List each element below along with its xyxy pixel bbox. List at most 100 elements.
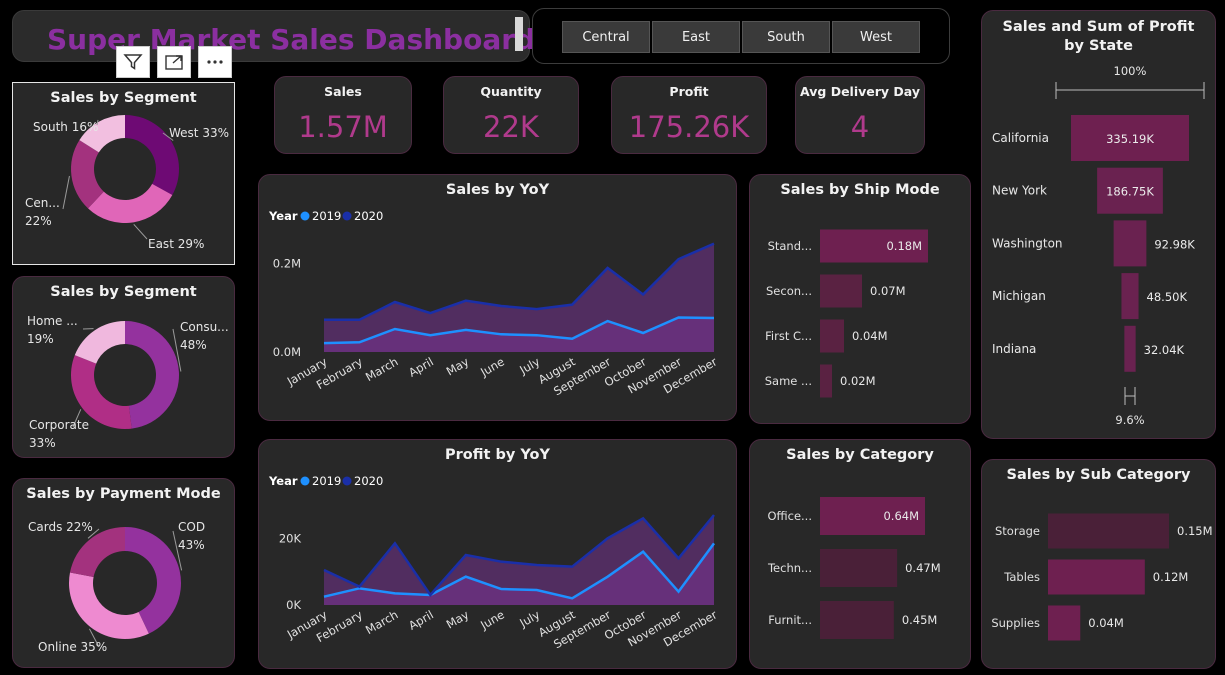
leader-line (62, 175, 70, 210)
bar-category-label: Office... (767, 509, 812, 523)
kpi-label: Profit (669, 84, 709, 99)
bar-value-label: 0.12M (1153, 570, 1189, 584)
sales-yoy-card[interactable]: Sales by YoY Year 2019 2020 0.0M 0.2M January… (258, 174, 737, 421)
slice-label: South 16% (33, 120, 98, 134)
title-box: Super Market Sales Dashboard (12, 10, 535, 62)
legend-marker (342, 476, 352, 486)
sub-category-card[interactable]: Sales by Sub Category Storage 0.15M Tables… (981, 459, 1216, 669)
area-fill-2019 (324, 543, 714, 605)
region-slicer: Central East South West (532, 8, 950, 64)
kpi-value: 22K (483, 110, 539, 144)
slicer-option-central[interactable]: Central (562, 21, 650, 53)
focus-mode-icon (165, 55, 183, 70)
title-scroll-handle[interactable] (515, 17, 523, 51)
region-donut-chart: West 33% East 29% Cen... 22% South 16% (25, 115, 229, 251)
leader-line (72, 409, 82, 428)
payment-donut-card[interactable]: Sales by Payment Mode COD 43% Online 35% Ca… (12, 478, 235, 668)
chart-title: Sales by Category (786, 447, 934, 463)
legend-label: 2019 (312, 474, 341, 488)
slice-label: 22% (25, 214, 52, 228)
region-donut-card[interactable]: Sales by Segment West 33% East 29% Cen... 2… (12, 82, 235, 265)
funnel-bar (1121, 273, 1139, 320)
legend-label: 2020 (354, 209, 383, 223)
bar-value-label: 0.04M (852, 329, 888, 343)
leader-line (96, 119, 99, 126)
filter-button[interactable] (116, 46, 150, 78)
slicer-option-east[interactable]: East (652, 21, 740, 53)
chart-title: Sales by Segment (50, 90, 197, 106)
x-tick-label: April (406, 354, 436, 379)
bar (820, 319, 844, 353)
slice-label: Consu... (180, 320, 229, 334)
leader-line (87, 528, 100, 539)
bar (1048, 559, 1145, 595)
slice-label: 33% (29, 436, 56, 450)
filter-icon (123, 54, 143, 70)
legend-marker (300, 211, 310, 221)
kpi-quantity-card: Quantity 22K (443, 76, 579, 154)
category-chart: Office... 0.64M Techn... 0.47M Furnit... 0.45… (767, 497, 941, 639)
x-tick-label: June (477, 607, 507, 632)
bar-value-label: 0.15M (1177, 524, 1213, 538)
chart-title: Sales by Ship Mode (780, 182, 940, 198)
funnel-value-label: 335.19K (1106, 132, 1154, 146)
bar (820, 549, 898, 587)
bar (1048, 513, 1169, 549)
sub-category-chart: Storage 0.15M Tables 0.12M Supplies 0.04M (991, 513, 1213, 641)
leader-line (89, 628, 100, 648)
leader-line (172, 530, 183, 571)
legend-label: 2019 (312, 209, 341, 223)
funnel-bottom-label: 9.6% (1115, 413, 1144, 427)
bar-category-label: Tables (1003, 570, 1040, 584)
bar (820, 601, 894, 639)
funnel-bar (1124, 325, 1136, 372)
segment-donut-chart: Consu... 48% Corporate 33% Home ... 19% (27, 314, 229, 450)
funnel-top-label: 100% (1114, 64, 1147, 78)
chart-title: Profit by YoY (445, 447, 550, 463)
slice-label: West 33% (169, 126, 229, 140)
donut-slice (71, 355, 132, 429)
leader-line (162, 132, 174, 141)
kpi-value: 1.57M (298, 110, 388, 144)
more-options-button[interactable] (198, 46, 232, 78)
slice-label: East 29% (148, 237, 204, 251)
funnel-value-label: 186.75K (1106, 185, 1154, 199)
ship-mode-card[interactable]: Sales by Ship Mode Stand... 0.18M Secon...… (749, 174, 971, 424)
donut-slice (74, 321, 125, 364)
slicer-option-west[interactable]: West (832, 21, 920, 53)
more-options-icon (207, 60, 223, 64)
x-tick-label: June (477, 354, 507, 379)
focus-mode-button[interactable] (157, 46, 191, 78)
kpi-sales-card: Sales 1.57M (274, 76, 412, 154)
funnel-category-label: Washington (992, 236, 1063, 250)
funnel-bar (1071, 115, 1189, 161)
bar-value-label: 0.64M (883, 509, 919, 523)
bar-category-label: Techn... (767, 561, 812, 575)
line-2020 (323, 514, 715, 598)
donut-slice (125, 527, 181, 634)
category-card[interactable]: Sales by Category Office... 0.64M Techn...… (749, 439, 971, 669)
chart-title: Sales by Segment (50, 284, 197, 300)
funnel-value-label: 48.50K (1147, 290, 1188, 304)
x-tick-label: March (363, 354, 400, 384)
area-fill-2019 (324, 317, 714, 352)
bar (820, 274, 862, 308)
slice-label: Home ... (27, 314, 78, 328)
sales-yoy-chart: Year 2019 20200.0M0.2MJanuaryFebruaryMarch… (268, 209, 720, 398)
slice-label: 43% (178, 538, 205, 552)
funnel-bar (1113, 220, 1147, 267)
funnel-bar (1097, 167, 1163, 214)
funnel-category-label: New York (992, 184, 1047, 198)
bar (820, 229, 928, 263)
profit-yoy-card[interactable]: Profit by YoY Year 2019 2020 0K 20K January Fe… (258, 439, 737, 669)
segment-donut-card[interactable]: Sales by Segment Consu... 48% Corporate 33%… (12, 276, 235, 458)
bar (820, 497, 925, 535)
donut-slice (79, 115, 125, 153)
slicer-option-south[interactable]: South (742, 21, 830, 53)
x-tick-label: May (444, 607, 472, 631)
bar (820, 364, 832, 398)
leader-line (133, 223, 148, 240)
state-funnel-card[interactable]: Sales and Sum of Profit by State 100% Cal… (981, 10, 1216, 439)
slice-label: Corporate (29, 418, 89, 432)
x-tick-label: March (363, 607, 400, 637)
